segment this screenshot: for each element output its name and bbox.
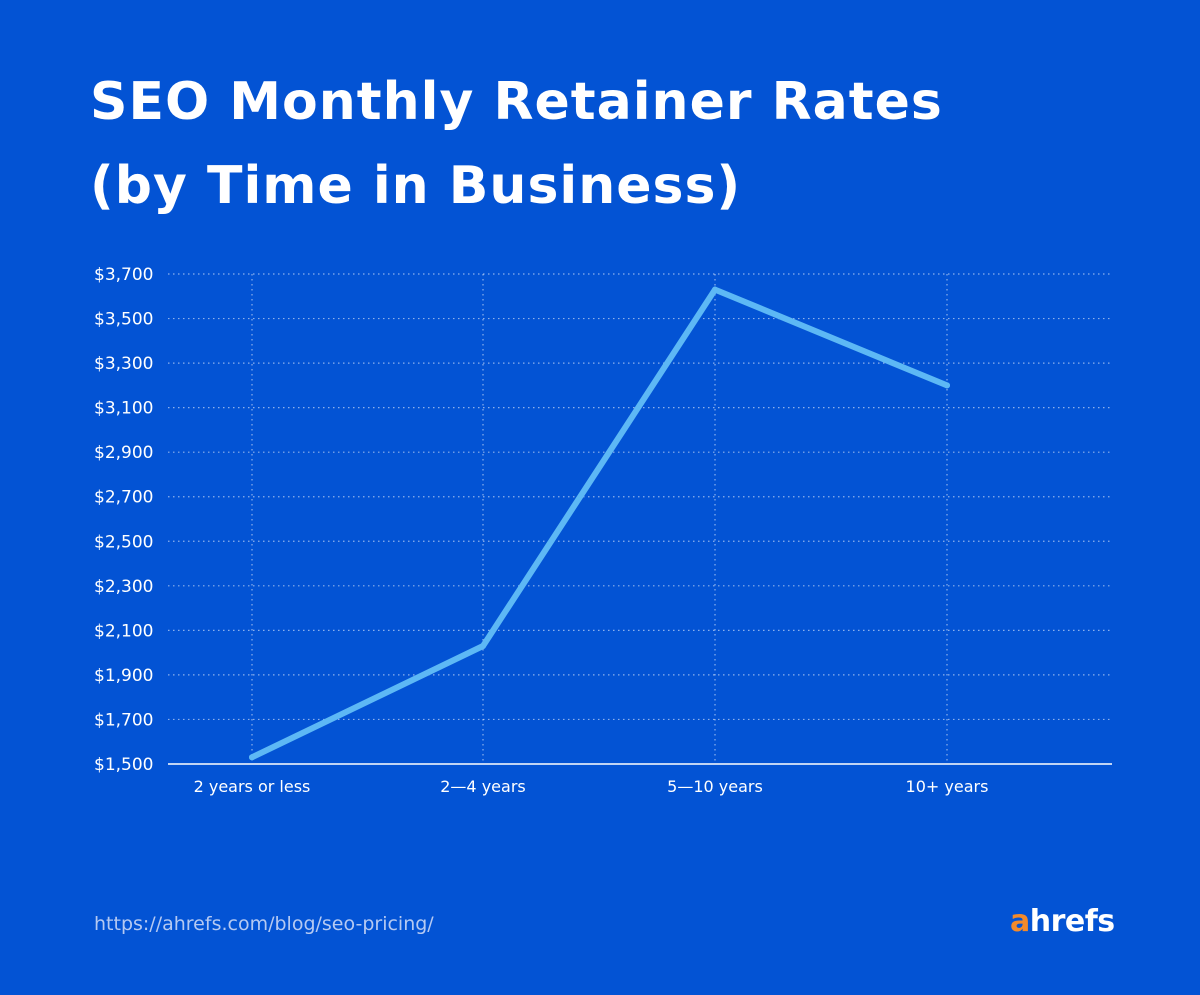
x-tick-label: 2 years or less [194,777,311,796]
grid-lines [168,273,1112,764]
source-url[interactable]: https://ahrefs.com/blog/seo-pricing/ [94,913,434,935]
y-tick-label: $1,900 [94,666,153,686]
y-tick-label: $1,500 [94,755,153,775]
data-point [249,754,255,761]
logo-wordmark-rest: hrefs [1029,904,1115,939]
y-tick-label: $2,100 [94,621,153,641]
chart-title: SEO Monthly Retainer Rates (by Time in B… [90,60,943,228]
data-series [249,286,950,761]
y-tick-label: $2,300 [94,577,153,597]
series-line [249,286,950,761]
data-point [480,643,486,649]
data-point [712,286,718,293]
y-tick-label: $3,100 [94,399,153,419]
y-tick-label: $2,500 [94,532,153,552]
x-tick-label: 2—4 years [440,777,525,796]
logo-letter-a: a [1010,904,1030,939]
y-axis: $1,500 $1,700 $1,900 $2,100 $2,300 $2,500 $2,7… [94,265,153,775]
x-tick-label: 10+ years [906,777,989,796]
y-tick-label: $3,700 [94,265,153,285]
data-point [944,382,950,389]
x-tick-label: 5—10 years [667,777,763,796]
y-tick-label: $3,300 [94,354,153,374]
chart-title-line-1: SEO Monthly Retainer Rates [90,72,943,132]
y-tick-label: $2,700 [94,488,153,508]
chart-title-line-2: (by Time in Business) [90,156,742,216]
x-axis: 2 years or less 2—4 years 5—10 years 10+ ye… [168,763,1112,796]
ahrefs-logo: a hrefs [1010,904,1115,939]
y-tick-label: $2,900 [94,443,153,463]
y-tick-label: $3,500 [94,310,153,330]
y-tick-label: $1,700 [94,710,153,730]
